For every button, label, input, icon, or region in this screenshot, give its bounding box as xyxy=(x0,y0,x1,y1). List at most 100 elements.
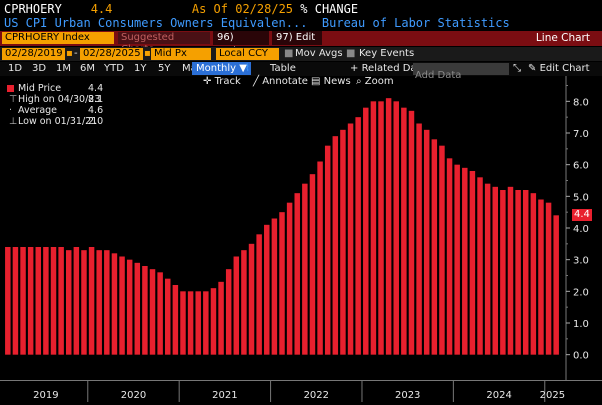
description-line: US CPI Urban Consumers Owners Equivalen.… xyxy=(4,16,510,30)
checkbox-icon[interactable]: ■ xyxy=(284,48,294,59)
bar xyxy=(439,145,445,355)
bar xyxy=(378,101,384,355)
bar xyxy=(241,250,247,355)
add-data-input[interactable]: Add Data xyxy=(413,63,509,81)
suggested-charts-button[interactable]: Suggested Charts xyxy=(118,32,210,55)
legend-average: · Average 4.6 xyxy=(9,105,104,116)
bar xyxy=(195,291,201,355)
bar xyxy=(119,256,125,355)
bar xyxy=(165,278,171,355)
bar xyxy=(492,186,498,355)
track-tool[interactable]: ✛ Track xyxy=(203,76,241,87)
bar xyxy=(172,285,179,355)
bar xyxy=(370,101,377,355)
bar xyxy=(393,101,399,355)
news-tool[interactable]: ▤ News xyxy=(311,76,351,87)
range-button-ytd[interactable]: YTD xyxy=(104,63,124,74)
range-button-3d[interactable]: 3D xyxy=(32,63,47,74)
range-button-6m[interactable]: 6M xyxy=(80,63,95,74)
legend-swatch xyxy=(7,85,14,92)
start-date-field[interactable]: 02/28/2019 xyxy=(2,48,65,60)
currency-select[interactable]: Local CCY xyxy=(216,48,279,60)
y-tick-label: 5.0 xyxy=(573,192,589,203)
bar xyxy=(218,281,224,355)
as-of-date: As Of 02/28/25 xyxy=(191,2,294,16)
checkbox-icon[interactable]: ■ xyxy=(346,48,356,59)
chart-area[interactable]: 0.0 1.0 2.0 3.0 4.0 5.0 6.0 7.0 8.0 2019 2020 2021 2… xyxy=(0,76,602,405)
bar xyxy=(530,193,537,355)
bar xyxy=(126,259,133,355)
y-tick-label: 0.0 xyxy=(573,351,589,362)
low-marker-icon: ⊥ xyxy=(9,116,18,127)
key-events-toggle[interactable]: Key Events xyxy=(359,48,415,59)
y-tick-label: 7.0 xyxy=(573,129,589,140)
bar xyxy=(203,291,209,355)
bar xyxy=(340,129,346,355)
table-button[interactable]: Table xyxy=(270,63,296,74)
bar xyxy=(157,272,163,355)
bar xyxy=(271,218,278,355)
bar xyxy=(149,269,156,355)
bar xyxy=(81,250,87,355)
source-label: Bureau of Labor Statistics xyxy=(321,16,510,30)
bar xyxy=(58,247,64,355)
y-tick-label: 2.0 xyxy=(573,287,589,298)
edit-menu[interactable]: 97) Edit ▾ xyxy=(272,31,322,57)
bar xyxy=(454,164,460,355)
chart-style-icon[interactable]: ⌇ xyxy=(245,63,250,74)
bar xyxy=(385,98,392,355)
y-tick-label: 1.0 xyxy=(573,319,589,330)
calendar-icon[interactable]: ▪ xyxy=(66,48,73,59)
x-tick-label: 2023 xyxy=(395,390,420,401)
bar xyxy=(96,250,102,355)
bar xyxy=(484,183,491,355)
end-date-field[interactable]: 02/28/2025 xyxy=(80,48,143,60)
bar xyxy=(5,247,11,355)
security-description: US CPI Urban Consumers Owners Equivalen.… xyxy=(4,16,308,30)
range-button-5y[interactable]: 5Y xyxy=(158,63,171,74)
period-select[interactable]: Monthly ▼ xyxy=(192,62,251,75)
range-button-1d[interactable]: 1D xyxy=(8,63,23,74)
related-data-button[interactable]: + Related Dat xyxy=(350,63,421,74)
expand-icon[interactable]: ⤡ xyxy=(513,63,521,74)
bar xyxy=(248,243,255,355)
bar xyxy=(264,224,270,355)
bar xyxy=(500,190,506,355)
range-button-1m[interactable]: 1M xyxy=(56,63,71,74)
price-field-select[interactable]: Mid Px xyxy=(151,48,211,60)
range-buttons: 1D3D1M6MYTD1Y5YMax xyxy=(0,62,203,76)
bar xyxy=(446,158,453,355)
bar xyxy=(317,161,323,355)
bar xyxy=(43,247,49,355)
annotate-tool[interactable]: ╱ Annotate xyxy=(253,76,308,87)
bar xyxy=(225,269,232,355)
bar xyxy=(187,291,194,355)
bar xyxy=(302,183,308,355)
bar xyxy=(66,250,72,355)
bar xyxy=(507,186,514,355)
legend-high: ⊤ High on 04/30/238.1 xyxy=(9,94,104,105)
index-field[interactable]: CPRHOERY Index xyxy=(2,32,114,44)
bar xyxy=(423,129,430,355)
bar xyxy=(545,202,552,355)
bar xyxy=(134,262,141,355)
calendar-icon[interactable]: ▪ xyxy=(144,48,151,59)
bar xyxy=(35,247,42,355)
chart-type-label[interactable]: Line Chart xyxy=(535,32,590,44)
bar xyxy=(355,117,361,355)
bar xyxy=(233,256,240,355)
x-tick-label: 2022 xyxy=(304,390,329,401)
range-button-1y[interactable]: 1Y xyxy=(134,63,147,74)
bar xyxy=(309,174,316,355)
actions-menu[interactable]: 96) Actions ▾ xyxy=(213,31,269,57)
bar xyxy=(142,266,148,355)
bar xyxy=(111,253,118,355)
mov-avgs-toggle[interactable]: Mov Avgs xyxy=(295,48,343,59)
last-value-tag: 4.4 xyxy=(572,209,592,222)
high-marker-icon: ⊤ xyxy=(9,94,18,105)
bar xyxy=(210,288,217,355)
zoom-tool[interactable]: ⌕ Zoom xyxy=(356,76,394,87)
edit-chart-button[interactable]: ✎ Edit Chart xyxy=(528,63,590,74)
bar xyxy=(515,190,521,355)
y-tick-label: 6.0 xyxy=(573,161,589,172)
